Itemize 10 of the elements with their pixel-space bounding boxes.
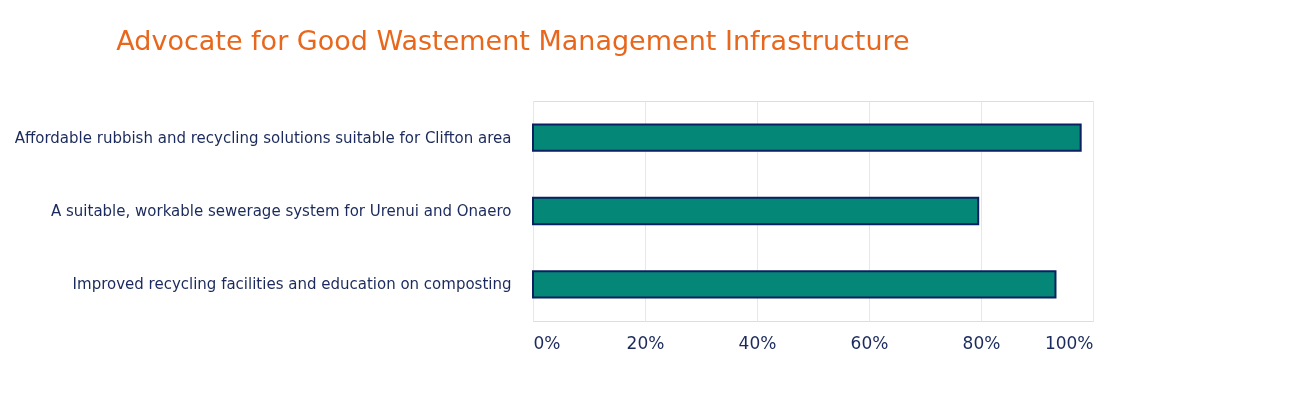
- x-tick-label: 60%: [850, 332, 889, 353]
- y-tick-label: Improved recycling facilities and education on composting: [72, 275, 512, 294]
- x-tick-label: 40%: [738, 332, 777, 353]
- x-tick-label: 100%: [1044, 332, 1094, 353]
- x-tick-label: 80%: [962, 332, 1001, 353]
- y-tick-label: A suitable, workable sewerage system for Urenui and Onaero: [51, 202, 512, 220]
- x-tick-label: 0%: [533, 332, 561, 353]
- y-tick-label: Affordable rubbish and recycling solutions suitable for Clifton area: [14, 128, 512, 147]
- chart-title: Advocate for Good Wastement Management Infrastructure: [116, 25, 910, 56]
- x-tick-label: 20%: [626, 332, 665, 353]
